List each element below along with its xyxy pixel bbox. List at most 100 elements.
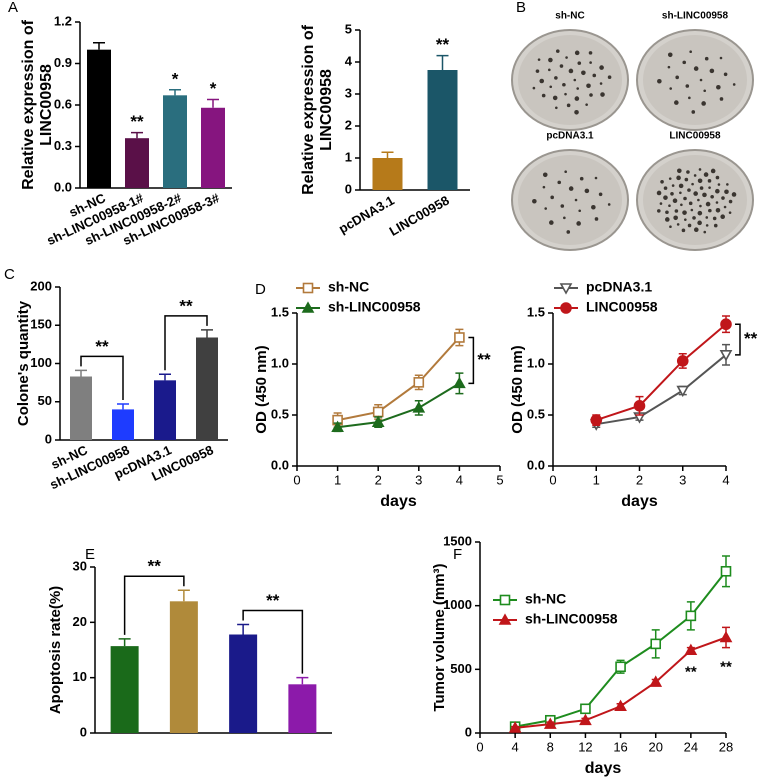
colony bbox=[724, 189, 729, 195]
y-axis-label: Relative expression ofLINC00958 bbox=[20, 19, 55, 190]
y-tick-label: 1.5 bbox=[271, 304, 289, 319]
colony bbox=[719, 56, 723, 60]
x-tick-label: 2 bbox=[636, 472, 643, 487]
colony bbox=[594, 217, 599, 221]
colony bbox=[721, 196, 725, 200]
colony bbox=[573, 78, 577, 82]
colony bbox=[665, 210, 669, 215]
colony bbox=[699, 78, 703, 82]
significance: ** bbox=[744, 329, 758, 348]
colony bbox=[598, 192, 603, 197]
series-line bbox=[337, 336, 461, 422]
series-line bbox=[596, 354, 727, 426]
y-tick-label: 0.9 bbox=[54, 55, 72, 70]
colony bbox=[552, 95, 558, 101]
significance: * bbox=[210, 79, 217, 98]
colony bbox=[681, 228, 686, 233]
colony bbox=[574, 50, 580, 56]
dish-label: sh-NC bbox=[555, 11, 584, 22]
marker bbox=[371, 415, 385, 427]
y-tick-label: 100 bbox=[30, 355, 52, 370]
colony bbox=[705, 216, 709, 219]
colony bbox=[697, 210, 703, 216]
colony bbox=[576, 87, 579, 90]
colony bbox=[674, 209, 679, 213]
bar bbox=[110, 646, 139, 733]
marker bbox=[413, 377, 425, 388]
marker bbox=[560, 302, 572, 314]
y-axis-label-line: Relative expression of bbox=[20, 19, 37, 190]
colony bbox=[680, 203, 683, 207]
colony bbox=[599, 65, 604, 70]
marker bbox=[580, 703, 591, 715]
colony bbox=[715, 207, 721, 213]
panel-label: F bbox=[453, 546, 462, 563]
y-tick-label: 0.6 bbox=[54, 96, 72, 111]
y-axis-label-line: LINC00958 bbox=[318, 69, 335, 151]
colony bbox=[708, 186, 711, 189]
y-tick-label: 0 bbox=[345, 181, 352, 196]
error-bar bbox=[118, 638, 131, 647]
marker bbox=[676, 355, 689, 367]
x-axis-label: days bbox=[585, 760, 622, 777]
colony bbox=[675, 75, 679, 80]
colony bbox=[688, 96, 691, 100]
colony bbox=[539, 78, 545, 84]
error-bar bbox=[75, 369, 87, 377]
colony bbox=[710, 194, 714, 199]
colony bbox=[563, 216, 566, 220]
colony bbox=[703, 172, 709, 177]
colony bbox=[537, 58, 541, 61]
colony bbox=[542, 172, 548, 178]
x-tick-label: 2 bbox=[375, 472, 382, 487]
colony bbox=[607, 203, 611, 206]
legend-label: sh-LINC00958 bbox=[525, 611, 618, 627]
x-tick-label: 12 bbox=[578, 739, 592, 754]
colony bbox=[708, 208, 712, 213]
colony bbox=[684, 218, 687, 221]
colony bbox=[716, 84, 721, 90]
x-axis-label: days bbox=[380, 493, 417, 510]
significance: ** bbox=[266, 591, 280, 610]
error-bar bbox=[237, 623, 250, 635]
colony bbox=[663, 195, 668, 200]
colony-dish-inner bbox=[518, 35, 622, 125]
error-bar bbox=[169, 89, 181, 96]
x-tick-label: 1 bbox=[593, 472, 600, 487]
significance: ** bbox=[148, 557, 162, 576]
colony bbox=[566, 230, 571, 234]
colony bbox=[720, 214, 726, 220]
colony bbox=[578, 209, 582, 213]
colony bbox=[542, 185, 546, 189]
colony bbox=[544, 207, 548, 210]
y-tick-label: 1000 bbox=[443, 597, 472, 612]
marker bbox=[499, 594, 511, 606]
legend-label: sh-NC bbox=[525, 591, 566, 607]
x-tick-label: 20 bbox=[648, 739, 662, 754]
colony bbox=[726, 183, 729, 186]
colony bbox=[667, 65, 671, 69]
colony bbox=[565, 56, 568, 59]
colony bbox=[584, 188, 590, 194]
colony bbox=[589, 93, 593, 97]
marker bbox=[684, 643, 698, 656]
x-tick-label: pcDNA3.1 bbox=[336, 193, 397, 237]
x-tick-label: 0 bbox=[549, 472, 556, 487]
x-tick-label: 3 bbox=[679, 472, 686, 487]
x-tick-label: 0 bbox=[293, 472, 300, 487]
colony bbox=[723, 205, 727, 209]
marker bbox=[559, 283, 573, 295]
colony bbox=[541, 93, 546, 98]
colony bbox=[660, 180, 664, 184]
y-tick-label: 1500 bbox=[443, 533, 472, 548]
colony bbox=[692, 216, 696, 220]
y-axis-label: Tumor volume (mm³) bbox=[431, 563, 448, 711]
colony bbox=[592, 73, 597, 78]
x-tick-label: 4 bbox=[722, 472, 729, 487]
colony bbox=[713, 223, 718, 228]
x-tick-label: 0 bbox=[476, 739, 483, 754]
y-tick-label: 0.0 bbox=[54, 179, 72, 194]
colony bbox=[656, 190, 662, 196]
bar bbox=[196, 337, 218, 440]
colony bbox=[560, 204, 565, 208]
